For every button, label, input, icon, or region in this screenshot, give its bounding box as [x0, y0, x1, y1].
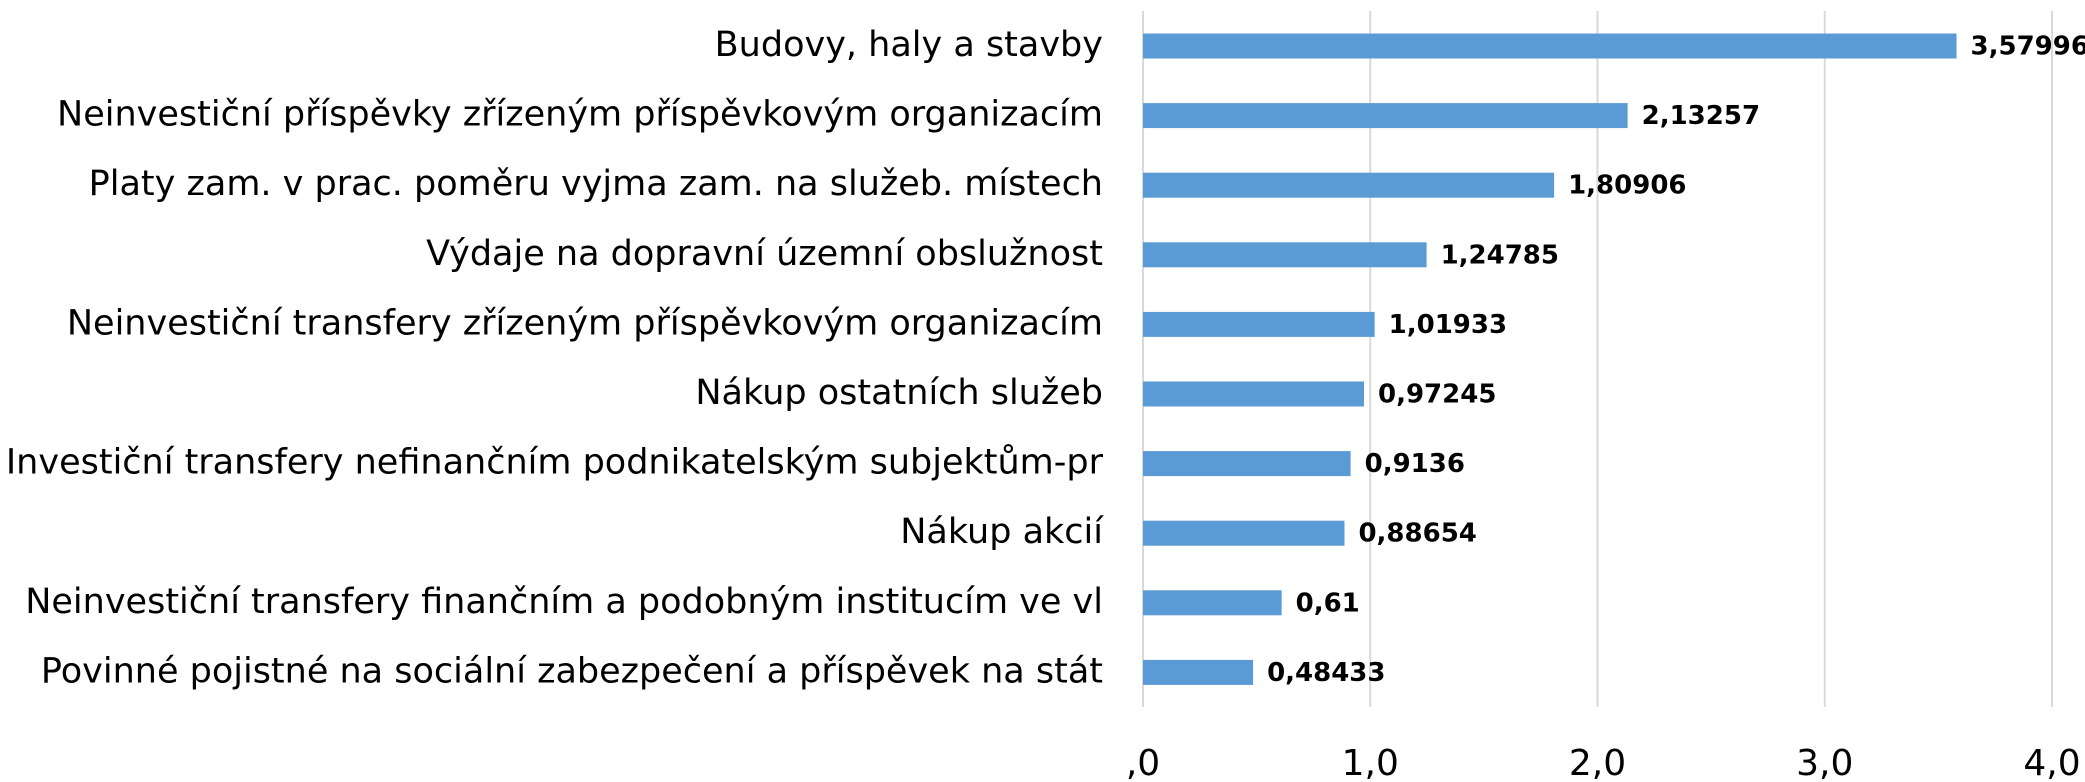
x-tick-label: 4,0 — [2023, 743, 2080, 782]
category-label: Neinvestiční příspěvky zřízeným příspěvk… — [57, 95, 1103, 135]
category-label: Výdaje na dopravní územní obslužnost — [426, 234, 1103, 274]
category-label: Nákup akcií — [900, 512, 1104, 552]
bar — [1143, 33, 1957, 59]
bar — [1143, 381, 1364, 407]
category-label: Nákup ostatních služeb — [695, 373, 1103, 413]
bar — [1143, 172, 1555, 198]
value-label: 0,48433 — [1267, 658, 1385, 688]
bar — [1143, 451, 1351, 477]
value-label: 0,88654 — [1358, 519, 1476, 549]
bar — [1143, 659, 1254, 685]
bar — [1143, 103, 1628, 129]
value-label: 1,01933 — [1389, 310, 1507, 340]
category-label: Povinné pojistné na sociální zabezpečení… — [41, 651, 1103, 691]
value-label: 0,9136 — [1365, 449, 1465, 479]
x-tick-label: 1,0 — [1342, 743, 1399, 782]
category-label: Budovy, haly a stavby — [715, 25, 1103, 65]
value-label: 0,97245 — [1378, 380, 1496, 410]
value-label: 2,13257 — [1642, 101, 1760, 131]
bar — [1143, 242, 1427, 268]
bar — [1143, 590, 1282, 616]
bar — [1143, 311, 1375, 337]
bar — [1143, 520, 1345, 546]
x-tick-label: 3,0 — [1796, 743, 1853, 782]
x-tick-label: ,0 — [1126, 743, 1160, 782]
category-label: Platy zam. v prac. poměru vyjma zam. na … — [89, 164, 1103, 204]
value-label: 1,24785 — [1441, 240, 1559, 270]
value-label: 0,61 — [1296, 588, 1360, 618]
value-label: 3,57996 — [1971, 32, 2085, 62]
value-label: 1,80906 — [1568, 171, 1686, 201]
category-label: Investiční transfery nefinančním podnika… — [6, 443, 1104, 483]
x-tick-label: 2,0 — [1569, 743, 1626, 782]
category-label: Neinvestiční transfery zřízeným příspěvk… — [67, 303, 1103, 343]
category-label: Neinvestiční transfery finančním a podob… — [25, 582, 1103, 622]
